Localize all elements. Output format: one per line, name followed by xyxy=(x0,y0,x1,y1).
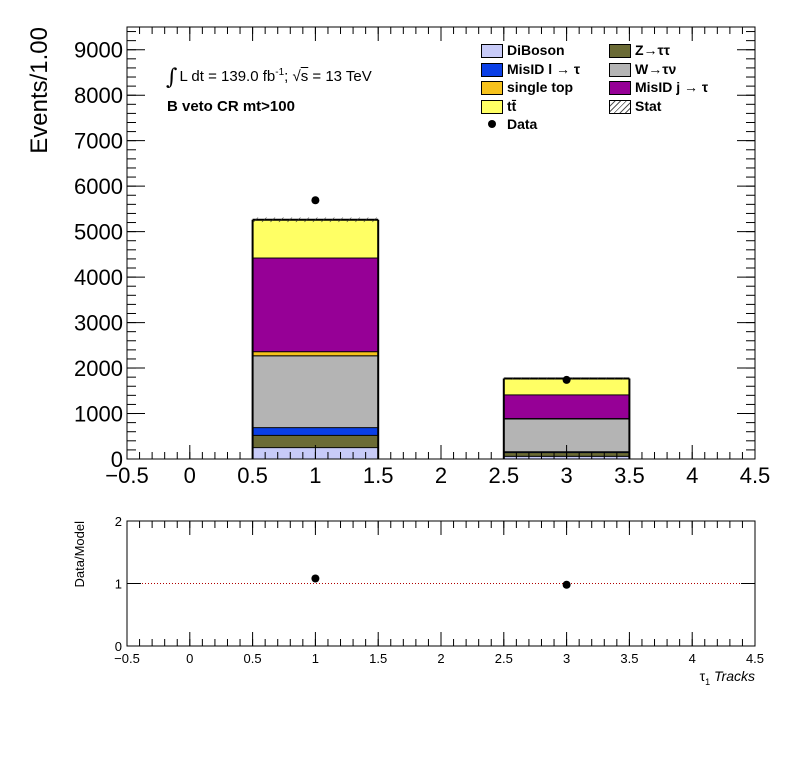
sqrt-symbol: √ xyxy=(292,68,301,85)
data-point xyxy=(562,375,571,384)
ratio-y-tick-label: 1 xyxy=(115,577,122,592)
legend-swatch xyxy=(481,99,503,114)
ratio-x-tick-label: 3.5 xyxy=(620,651,638,666)
legend-swatch xyxy=(481,44,503,58)
legend-swatch xyxy=(609,81,631,95)
y-tick-label: 3000 xyxy=(74,311,123,336)
ratio-plot: −0.5 0 0.5 1 1.5 2 2.5 3 3.5 4 4.5012Data/Modelτ1 … xyxy=(72,514,764,687)
lumi-exponent: -1 xyxy=(275,67,285,78)
x-tick-label: 2.5 xyxy=(489,463,520,488)
lumi-text: L dt = 139.0 fb xyxy=(179,68,276,85)
bar-w--bin1 xyxy=(252,355,379,428)
region-label: B veto CR mt>100 xyxy=(167,98,295,115)
legend-marker-data xyxy=(488,120,496,128)
x-tick-label: 0 xyxy=(184,463,196,488)
x-tick-label: −0.5 xyxy=(105,463,148,488)
data-point xyxy=(311,196,320,205)
ratio-x-tick-label: 2.5 xyxy=(495,651,513,666)
legend-label: DiBoson xyxy=(507,42,565,58)
ratio-y-axis-label: Data/Model xyxy=(72,521,87,588)
ratio-x-tick-label: 0.5 xyxy=(244,651,262,666)
lumi-separator: ; xyxy=(284,68,293,85)
x-tick-label: 4 xyxy=(686,463,698,488)
legend-swatch xyxy=(609,44,631,58)
legend-label: MisID l → τ xyxy=(507,60,581,77)
x-tick-label: 0.5 xyxy=(237,463,268,488)
legend-label: Z→ττ xyxy=(635,42,671,58)
x-tick-label: 1 xyxy=(309,463,321,488)
legend-swatch xyxy=(481,62,503,77)
x-tick-label: 4.5 xyxy=(740,463,771,488)
y-tick-label: 0 xyxy=(111,447,123,472)
ratio-x-tick-label: 4.5 xyxy=(746,651,764,666)
bar-z--bin1 xyxy=(252,434,379,448)
stat-band-bin1 xyxy=(252,217,379,223)
legend-label: Data xyxy=(507,116,538,132)
ratio-y-tick-label: 2 xyxy=(115,514,122,529)
y-tick-label: 5000 xyxy=(74,220,123,245)
bar-tt--bin1 xyxy=(252,219,379,258)
ratio-x-tick-label: 4 xyxy=(689,651,696,666)
ratio-x-tick-label: 1.5 xyxy=(369,651,387,666)
legend-label: Stat xyxy=(635,97,662,114)
y-tick-label: 1000 xyxy=(74,402,123,427)
ratio-y-tick-label: 0 xyxy=(115,639,122,654)
ratio-x-tick-label: 2 xyxy=(437,651,444,666)
y-axis-label: Events/1.00 xyxy=(26,27,53,154)
legend-label: single top xyxy=(507,79,574,95)
y-tick-label: 7000 xyxy=(74,129,123,154)
legend-label: W→τν xyxy=(635,60,677,77)
ratio-x-tick-label: 1 xyxy=(312,651,319,666)
ratio-point xyxy=(562,580,571,589)
legend-swatch-stat xyxy=(609,99,631,114)
ratio-x-tick-label: 0 xyxy=(186,651,193,666)
bar-misid-l--bin1 xyxy=(252,427,379,435)
energy-value: = 13 TeV xyxy=(308,68,372,85)
energy-symbol: s xyxy=(300,68,309,85)
y-tick-label: 9000 xyxy=(74,38,123,63)
integral-symbol: ∫ xyxy=(166,65,178,90)
x-tick-label: 2 xyxy=(435,463,447,488)
y-tick-label: 4000 xyxy=(74,265,123,290)
luminosity-label: ∫ L dt = 139.0 fb-1; √s = 13 TeV xyxy=(166,62,372,90)
legend-swatch xyxy=(609,62,631,77)
legend-label: tt̄ xyxy=(507,97,517,114)
ratio-x-tick-label: 3 xyxy=(563,651,570,666)
ratio-frame xyxy=(126,520,756,647)
legend-swatch xyxy=(481,81,503,95)
ratio-x-axis-label: τ1 Tracks xyxy=(700,668,755,687)
legend: DiBoson Z→ττ MisID l → τ W→τν single top MisI… xyxy=(481,42,761,137)
legend-label: MisID j → τ xyxy=(635,79,709,95)
y-tick-label: 6000 xyxy=(74,174,123,199)
bar-tt--bin2 xyxy=(503,378,630,395)
ratio-x-tick-label: −0.5 xyxy=(114,651,140,666)
bar-misid-j--bin2 xyxy=(503,394,630,419)
ratio-point xyxy=(311,574,320,583)
main-plot: −0.5 0 0.5 1 1.5 2 2.5 3 3.5 4 4.50100020003000400… xyxy=(26,26,771,488)
x-tick-label: 1.5 xyxy=(363,463,394,488)
x-tick-label: 3.5 xyxy=(614,463,645,488)
y-tick-label: 2000 xyxy=(74,356,123,381)
x-tick-label: 3 xyxy=(560,463,572,488)
bar-misid-j--bin1 xyxy=(252,257,379,352)
bar-single-top-bin1 xyxy=(252,351,379,356)
y-tick-label: 8000 xyxy=(74,83,123,108)
